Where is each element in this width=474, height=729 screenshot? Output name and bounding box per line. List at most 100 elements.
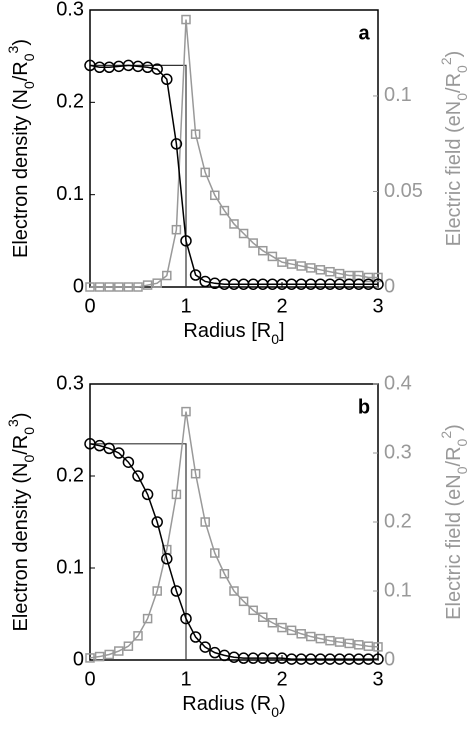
square-marker xyxy=(152,586,162,596)
circle-marker xyxy=(151,63,163,75)
x-tick-label: 1 xyxy=(180,295,191,317)
x-axis-label-part: ) xyxy=(279,693,286,715)
y2-tick-label: 0 xyxy=(384,275,395,297)
circle-marker xyxy=(161,553,173,565)
circle-marker xyxy=(132,470,144,482)
square-marker xyxy=(238,596,249,607)
y2-axis-label-part: 0 xyxy=(454,65,470,73)
x-tick-label: 3 xyxy=(372,668,383,690)
square-marker xyxy=(181,14,191,25)
y-axis-label-part: 3 xyxy=(5,45,21,53)
square-marker xyxy=(133,282,143,292)
y2-axis-label-part: 0 xyxy=(454,438,470,446)
x-axis-label-part: Radius [R xyxy=(183,320,271,342)
circle-marker xyxy=(122,456,135,468)
square-marker xyxy=(267,251,278,262)
x-tick-label: 0 xyxy=(84,668,95,690)
square-marker xyxy=(142,280,153,290)
y2-axis-label-part: Electric field (eN xyxy=(443,474,465,620)
square-marker xyxy=(190,468,201,479)
square-marker xyxy=(171,489,182,500)
panel-label: a xyxy=(358,22,370,44)
y-tick-label: 0.3 xyxy=(56,372,84,394)
square-marker xyxy=(94,282,105,292)
y-tick-label: 0.1 xyxy=(56,183,84,205)
plot-frame xyxy=(89,9,379,288)
y-tick-label: 0 xyxy=(73,275,84,297)
y-axis-label-part: 0 xyxy=(21,427,37,435)
y-axis-label-part: /R xyxy=(10,435,32,455)
square-marker xyxy=(152,278,162,288)
y2-tick-label: 0.05 xyxy=(384,180,423,202)
square-marker xyxy=(219,569,230,579)
y2-tick-label: 0.3 xyxy=(384,441,412,463)
y2-tick-label: 0.4 xyxy=(384,372,412,394)
circle-marker xyxy=(180,235,192,247)
series-line xyxy=(89,411,379,659)
square-marker xyxy=(219,205,230,216)
square-marker xyxy=(133,631,143,641)
y2-axis-label-part: ) xyxy=(443,424,465,431)
square-marker xyxy=(210,190,220,201)
square-marker xyxy=(258,612,268,622)
square-marker xyxy=(229,586,239,596)
y-tick-label: 0.2 xyxy=(56,464,84,486)
y2-axis-label-part: 2 xyxy=(438,431,454,439)
square-marker xyxy=(200,167,210,178)
y2-tick-label: 0.1 xyxy=(384,84,412,106)
square-marker xyxy=(325,635,335,646)
reference-line xyxy=(90,443,187,660)
square-marker xyxy=(171,224,182,235)
square-marker xyxy=(267,617,278,628)
x-tick-label: 2 xyxy=(276,295,287,317)
square-marker xyxy=(162,270,172,281)
square-marker xyxy=(373,642,383,652)
square-marker xyxy=(248,238,258,248)
y2-axis-label: Electric field (eN0/R02) xyxy=(438,424,470,620)
circle-marker xyxy=(372,653,384,665)
y2-tick-label: 0.1 xyxy=(384,579,412,601)
square-marker xyxy=(286,625,297,636)
circle-marker xyxy=(113,447,125,459)
square-marker xyxy=(229,219,239,229)
square-marker xyxy=(363,272,374,283)
x-tick-label: 3 xyxy=(372,295,383,317)
square-marker xyxy=(334,268,345,279)
circle-marker xyxy=(372,278,384,290)
y-axis-label-part: 0 xyxy=(21,53,37,61)
y2-tick-label: 0 xyxy=(384,648,395,670)
y2-axis-label: Electric field (eN0/R02) xyxy=(438,51,470,247)
x-axis-label-part: 0 xyxy=(271,331,279,347)
circle-marker xyxy=(161,73,173,85)
circle-marker xyxy=(151,516,163,528)
square-marker xyxy=(354,640,364,650)
y2-axis-label-part: 2 xyxy=(438,57,454,65)
square-marker xyxy=(104,282,114,292)
y2-axis-label-part: 0 xyxy=(454,466,470,474)
square-marker xyxy=(200,517,210,527)
circle-marker xyxy=(141,488,154,501)
square-marker xyxy=(315,265,326,275)
square-marker xyxy=(277,622,287,633)
y-axis-label-part: 3 xyxy=(5,419,21,427)
square-marker xyxy=(85,653,95,663)
square-marker xyxy=(181,406,191,417)
square-marker xyxy=(114,646,124,656)
x-axis-label-part: Radius (R xyxy=(182,693,271,715)
y-tick-label: 0.3 xyxy=(56,0,84,20)
y-tick-label: 0.2 xyxy=(56,91,84,113)
y2-axis-label-part: Electric field (eN xyxy=(443,101,465,247)
circle-marker xyxy=(189,631,202,643)
x-axis-label: Radius [R0] xyxy=(183,320,284,346)
y2-axis-label-part: /R xyxy=(443,73,465,93)
x-tick-label: 1 xyxy=(180,668,191,690)
square-marker xyxy=(94,651,105,662)
y2-axis-label-part: 0 xyxy=(454,93,470,101)
square-marker xyxy=(114,282,124,292)
plot-frame xyxy=(89,383,379,661)
circle-marker xyxy=(170,585,183,597)
square-marker xyxy=(296,261,306,271)
y-axis-label-part: Electron density (N xyxy=(10,89,32,258)
y2-axis-label-part: /R xyxy=(443,446,465,466)
